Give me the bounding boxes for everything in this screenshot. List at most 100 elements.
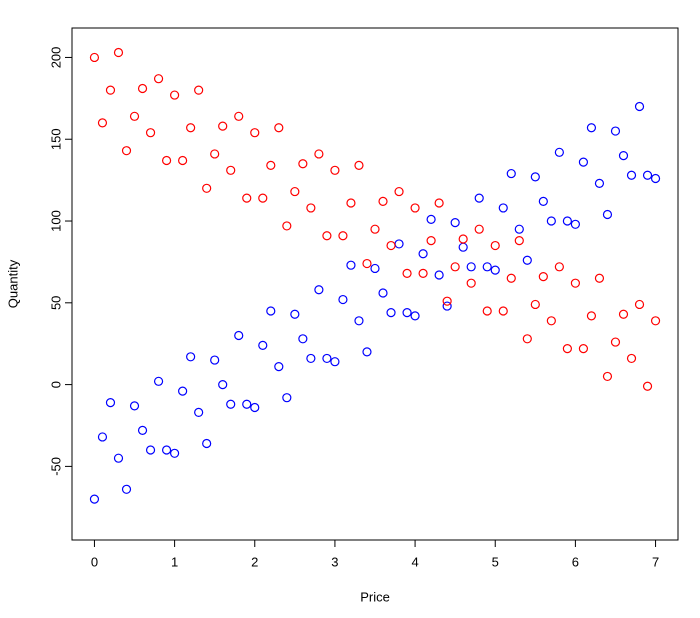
point bbox=[322, 231, 332, 241]
x-axis-label: Price bbox=[360, 589, 390, 604]
point bbox=[194, 85, 204, 95]
point bbox=[137, 425, 148, 436]
point bbox=[386, 308, 396, 318]
point bbox=[113, 453, 124, 463]
y-axis-label: Quantity bbox=[5, 259, 20, 308]
point bbox=[450, 218, 460, 228]
x-tick-label: 3 bbox=[331, 554, 338, 569]
point bbox=[178, 386, 188, 396]
point bbox=[578, 344, 589, 354]
point bbox=[570, 278, 580, 288]
point bbox=[474, 193, 484, 203]
point bbox=[346, 260, 356, 270]
point bbox=[490, 240, 500, 251]
point bbox=[394, 239, 404, 249]
point bbox=[145, 445, 156, 455]
point bbox=[338, 294, 348, 305]
point bbox=[242, 399, 252, 409]
point bbox=[386, 240, 396, 251]
point bbox=[466, 262, 476, 272]
point bbox=[458, 234, 468, 244]
point bbox=[578, 157, 589, 167]
x-tick-label: 4 bbox=[411, 554, 418, 569]
point bbox=[546, 316, 556, 326]
point bbox=[161, 155, 172, 166]
point bbox=[186, 123, 196, 133]
point bbox=[626, 170, 637, 180]
point bbox=[354, 316, 364, 326]
point bbox=[234, 111, 244, 121]
point bbox=[306, 203, 316, 213]
point bbox=[642, 170, 653, 180]
point bbox=[506, 273, 516, 283]
point bbox=[410, 311, 420, 321]
point bbox=[242, 193, 252, 203]
point bbox=[410, 203, 420, 213]
point bbox=[426, 236, 436, 246]
x-tick-label: 2 bbox=[251, 554, 258, 569]
point bbox=[89, 52, 100, 63]
point bbox=[298, 159, 308, 169]
point bbox=[250, 402, 260, 413]
point bbox=[642, 381, 653, 391]
point bbox=[202, 438, 212, 449]
point bbox=[322, 353, 332, 364]
point bbox=[634, 299, 645, 310]
point bbox=[274, 362, 284, 372]
point bbox=[378, 196, 388, 206]
point bbox=[282, 221, 292, 231]
point bbox=[490, 265, 500, 275]
point bbox=[482, 262, 492, 272]
point bbox=[258, 193, 268, 203]
point bbox=[226, 399, 236, 409]
point bbox=[498, 306, 508, 316]
point bbox=[514, 236, 524, 246]
point bbox=[97, 432, 108, 442]
y-tick-label: 50 bbox=[48, 296, 63, 310]
point bbox=[586, 123, 597, 133]
point bbox=[610, 126, 621, 136]
point bbox=[266, 160, 276, 171]
point bbox=[178, 155, 188, 166]
point bbox=[218, 121, 228, 131]
point bbox=[306, 353, 316, 364]
point bbox=[210, 149, 220, 159]
point bbox=[121, 484, 132, 494]
x-tick-label: 1 bbox=[171, 554, 178, 569]
point bbox=[89, 494, 100, 504]
point bbox=[105, 397, 116, 408]
y-tick-label: 200 bbox=[48, 47, 63, 69]
point bbox=[370, 263, 380, 274]
point bbox=[538, 196, 548, 206]
point bbox=[602, 371, 613, 382]
point bbox=[258, 340, 268, 350]
point bbox=[434, 198, 444, 208]
point bbox=[626, 353, 637, 364]
point bbox=[618, 150, 629, 161]
point bbox=[554, 262, 564, 272]
point bbox=[282, 393, 292, 403]
point bbox=[402, 308, 412, 318]
point bbox=[330, 357, 340, 367]
point bbox=[121, 146, 132, 156]
point bbox=[426, 214, 436, 224]
point bbox=[330, 165, 340, 175]
point bbox=[354, 160, 364, 171]
point bbox=[346, 198, 356, 208]
point bbox=[161, 445, 172, 455]
point bbox=[610, 337, 621, 347]
point bbox=[402, 268, 412, 278]
point bbox=[498, 203, 508, 213]
point bbox=[434, 270, 444, 280]
point bbox=[618, 309, 629, 319]
point bbox=[362, 347, 372, 357]
point bbox=[274, 123, 284, 133]
point bbox=[153, 376, 164, 386]
point bbox=[634, 101, 645, 112]
x-tick-label: 6 bbox=[572, 554, 579, 569]
point bbox=[458, 242, 468, 252]
point bbox=[186, 352, 196, 362]
point bbox=[466, 278, 476, 288]
